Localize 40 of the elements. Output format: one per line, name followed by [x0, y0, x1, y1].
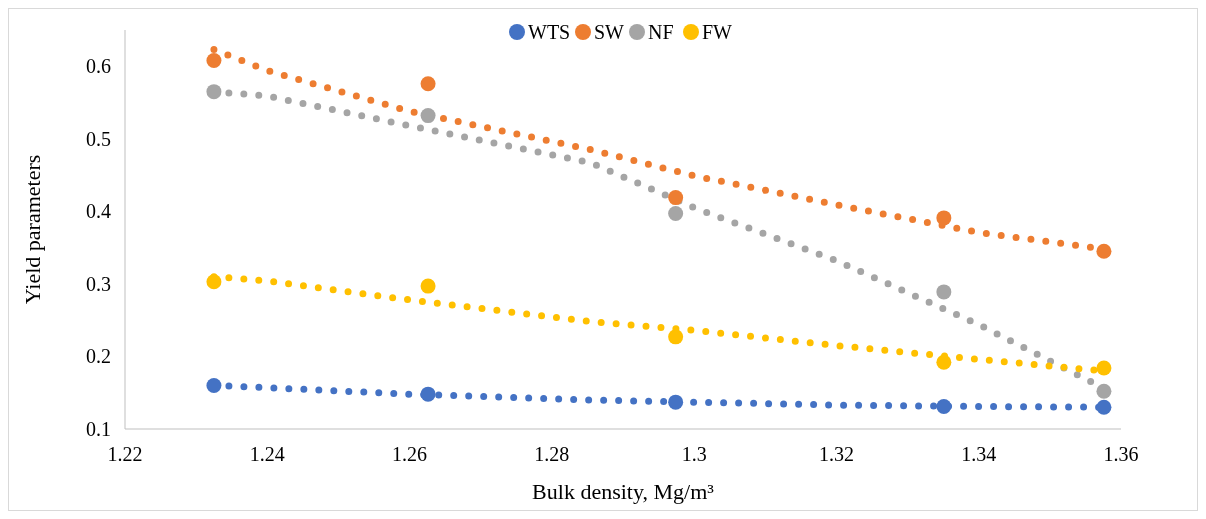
point: [668, 206, 684, 222]
point: [668, 329, 684, 345]
point: [936, 284, 952, 300]
y-tick-label: 0.3: [86, 272, 111, 295]
y-tick-label: 0.2: [86, 345, 111, 368]
point: [206, 274, 222, 290]
x-tick-label: 1.3: [681, 443, 707, 465]
x-tick-label: 1.34: [961, 443, 997, 465]
y-tick-label: 0.5: [86, 127, 111, 150]
point: [206, 84, 222, 100]
x-tick-label: 1.28: [534, 443, 570, 465]
point: [668, 190, 684, 206]
point: [1096, 399, 1112, 415]
point: [668, 394, 684, 410]
point: [420, 386, 436, 402]
y-tick-label: 0.1: [86, 418, 111, 440]
legend-label: WTS: [528, 21, 571, 43]
x-tick-label: 1.36: [1103, 443, 1139, 465]
point: [936, 399, 952, 415]
point: [420, 76, 436, 92]
x-axis-title: Bulk density, Mg/m³: [532, 479, 715, 504]
point: [420, 278, 436, 294]
legend-label: SW: [594, 21, 625, 43]
point: [936, 210, 952, 226]
point: [936, 354, 952, 370]
point: [1096, 360, 1112, 376]
x-tick-label: 1.26: [392, 443, 428, 465]
y-tick-label: 0.4: [86, 200, 111, 223]
y-tick-label: 0.6: [86, 55, 111, 78]
point: [1096, 243, 1112, 259]
point: [420, 108, 436, 124]
legend-label: NF: [648, 21, 674, 43]
point: [206, 377, 222, 393]
legend-label: FW: [702, 21, 733, 43]
point: [1096, 383, 1112, 399]
y-axis-title: Yield parameters: [20, 154, 45, 305]
x-tick-label: 1.22: [107, 443, 143, 465]
point: [206, 52, 222, 68]
x-tick-label: 1.24: [249, 443, 285, 465]
x-tick-label: 1.32: [818, 443, 854, 465]
